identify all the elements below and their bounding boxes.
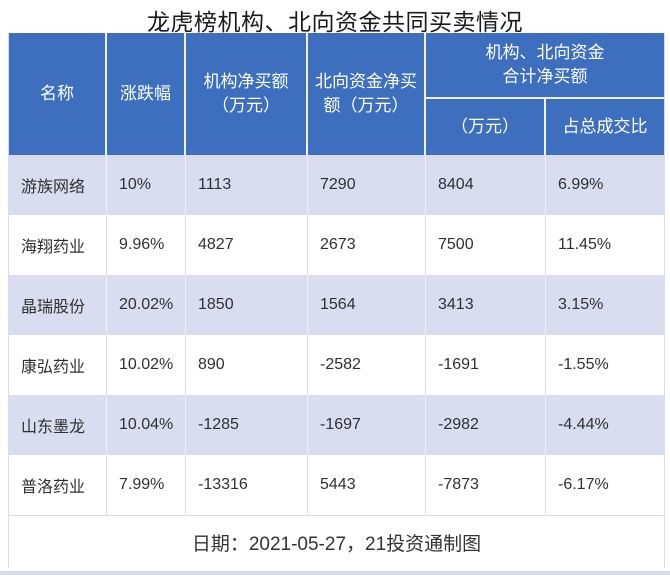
cell-stock-name: 山东墨龙 (9, 395, 107, 455)
cell-combined-net: 8404 (426, 155, 546, 215)
table-footer: 日期：2021-05-27，21投资通制图 (9, 515, 664, 568)
cell-change-pct: 10.04% (107, 395, 186, 455)
cell-north-net: 2673 (308, 215, 426, 275)
cell-north-net: 7290 (308, 155, 426, 215)
data-table: 名称 涨跌幅 机构净买额 （万元） 北向资金净买 额（万元） 机构、北向资金 合… (8, 33, 665, 568)
table-row: 晶瑞股份 20.02% 1850 1564 3413 3.15% (9, 275, 664, 335)
cell-change-pct: 10.02% (107, 335, 186, 395)
table-row: 游族网络 10% 1113 7290 8404 6.99% (9, 155, 664, 215)
col-header-combined-amount: （万元） (426, 97, 546, 155)
cell-inst-net: 1113 (186, 155, 308, 215)
cell-combined-net: -7873 (426, 455, 546, 515)
col-header-north-net-line1: 北向资金净买 (315, 72, 417, 92)
col-header-inst-net-line1: 机构净买额 (203, 72, 289, 92)
cell-change-pct: 9.96% (107, 215, 186, 275)
col-header-combined-group: 机构、北向资金 合计净买额 (426, 33, 664, 97)
cell-turnover-ratio: -4.44% (546, 395, 664, 455)
col-header-turnover-ratio: 占总成交比 (546, 97, 664, 155)
col-header-change: 涨跌幅 (107, 33, 186, 155)
cell-change-pct: 10% (107, 155, 186, 215)
cell-north-net: 1564 (308, 275, 426, 335)
bottom-accent-bar (0, 571, 670, 575)
chart-title: 龙虎榜机构、北向资金共同买卖情况 (147, 9, 523, 35)
table-row: 普洛药业 7.99% -13316 5443 -7873 -6.17% (9, 455, 664, 515)
cell-combined-net: 3413 (426, 275, 546, 335)
cell-inst-net: -13316 (186, 455, 308, 515)
col-header-combined-line2: 合计净买额 (502, 67, 588, 86)
col-header-inst-net-line2: （万元） (212, 96, 280, 115)
cell-change-pct: 20.02% (107, 275, 186, 335)
cell-inst-net: 890 (186, 335, 308, 395)
cell-stock-name: 普洛药业 (9, 455, 107, 515)
cell-stock-name: 康弘药业 (9, 335, 107, 395)
table-body: 游族网络 10% 1113 7290 8404 6.99% 海翔药业 9.96%… (9, 155, 664, 515)
source-date-note: 日期：2021-05-27，21投资通制图 (9, 515, 664, 568)
cell-north-net: -2582 (308, 335, 426, 395)
cell-stock-name: 游族网络 (9, 155, 107, 215)
col-header-combined-line1: 机构、北向资金 (485, 43, 605, 63)
cell-combined-net: 7500 (426, 215, 546, 275)
cell-north-net: 5443 (308, 455, 426, 515)
cell-turnover-ratio: 3.15% (546, 275, 664, 335)
table-row: 海翔药业 9.96% 4827 2673 7500 11.45% (9, 215, 664, 275)
col-header-north-net-line2: 额（万元） (323, 96, 409, 115)
cell-inst-net: -1285 (186, 395, 308, 455)
cell-turnover-ratio: -1.55% (546, 335, 664, 395)
cell-turnover-ratio: 6.99% (546, 155, 664, 215)
col-header-north-net: 北向资金净买 额（万元） (308, 33, 426, 155)
cell-inst-net: 1850 (186, 275, 308, 335)
col-header-name: 名称 (9, 33, 107, 155)
cell-north-net: -1697 (308, 395, 426, 455)
cell-stock-name: 海翔药业 (9, 215, 107, 275)
cell-change-pct: 7.99% (107, 455, 186, 515)
table-row: 康弘药业 10.02% 890 -2582 -1691 -1.55% (9, 335, 664, 395)
table-row: 山东墨龙 10.04% -1285 -1697 -2982 -4.44% (9, 395, 664, 455)
cell-inst-net: 4827 (186, 215, 308, 275)
cell-stock-name: 晶瑞股份 (9, 275, 107, 335)
col-header-inst-net: 机构净买额 （万元） (186, 33, 308, 155)
cell-turnover-ratio: -6.17% (546, 455, 664, 515)
cell-turnover-ratio: 11.45% (546, 215, 664, 275)
footer-row: 日期：2021-05-27，21投资通制图 (9, 515, 664, 568)
cell-combined-net: -1691 (426, 335, 546, 395)
table-header: 名称 涨跌幅 机构净买额 （万元） 北向资金净买 额（万元） 机构、北向资金 合… (9, 33, 664, 155)
cell-combined-net: -2982 (426, 395, 546, 455)
